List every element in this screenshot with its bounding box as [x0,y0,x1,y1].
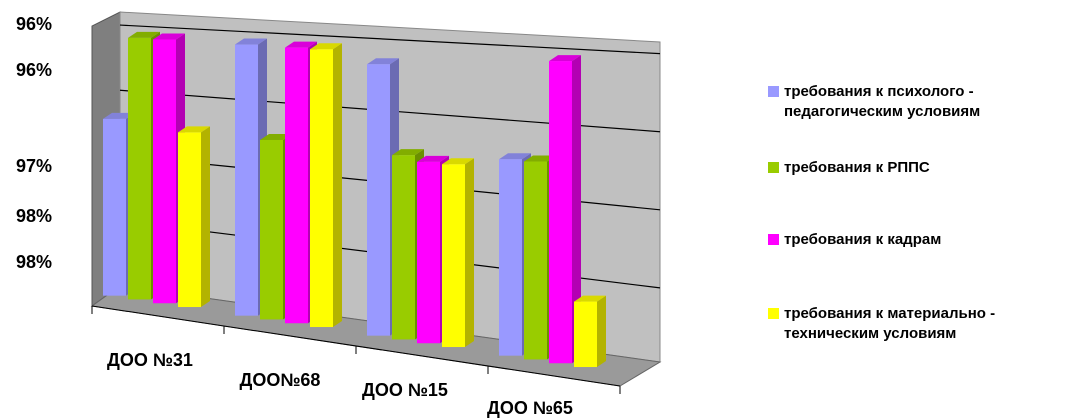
bar-top [103,112,135,119]
bar [285,47,308,324]
bar-side [201,126,210,308]
y-tick-label: 96% [16,14,52,34]
bar-top [153,33,185,40]
bar-top [574,295,606,302]
bar-top [285,41,317,48]
x-axis-line [91,305,621,387]
bar-side [333,43,342,328]
bar [153,39,176,304]
bar-top [417,155,449,162]
bar-top [367,58,399,65]
gridline [119,24,661,55]
bar-top [310,43,342,50]
bar-top [524,155,556,162]
legend-label-rpps: требования к РППС [784,159,930,176]
bar-top [235,38,267,45]
bar [442,164,465,348]
legend-label-material: требования к материально - техническим у… [784,305,996,342]
bar [499,159,522,356]
bar [235,44,258,316]
bar [310,49,333,328]
bar-side [597,295,606,368]
x-category-label: ДОО№68 [240,370,321,390]
y-tick-label: 97% [16,156,52,176]
bar [417,161,440,344]
bar-side [572,55,581,364]
bar-top [499,153,531,160]
bar [367,64,390,336]
bar-top [442,158,474,165]
legend-swatch-material [768,308,779,319]
x-category-label: ДОО №31 [107,350,193,370]
bar-top [549,55,581,62]
y-tick-label: 96% [16,60,52,80]
bar [260,139,283,320]
bar-top [178,126,210,133]
bar [178,132,201,308]
bar [103,118,126,296]
legend-swatch-staff [768,234,779,245]
bar [392,155,415,340]
bar-top [128,31,160,38]
bar-top [392,149,424,156]
bar [128,37,151,300]
bar [524,161,547,360]
legend-item-material: требования к материально - техническим у… [768,304,1074,344]
legend-item-psych: требования к психолого - педагогическим … [768,82,1074,122]
legend-item-staff: требования к кадрам [768,230,1074,250]
legend-swatch-rpps [768,162,779,173]
bar [549,61,572,364]
y-tick-label: 98% [16,206,52,226]
x-category-label: ДОО №15 [362,380,448,400]
bar [574,301,597,368]
y-tick-label: 98% [16,252,52,272]
x-category-label: ДОО №65 [487,398,573,418]
legend-label-psych: требования к психолого - педагогическим … [784,83,981,120]
legend-swatch-psych [768,86,779,97]
bar-top [260,133,292,140]
legend-item-rpps: требования к РППС [768,158,1074,178]
bar-side [465,158,474,348]
legend-label-staff: требования к кадрам [784,231,942,248]
